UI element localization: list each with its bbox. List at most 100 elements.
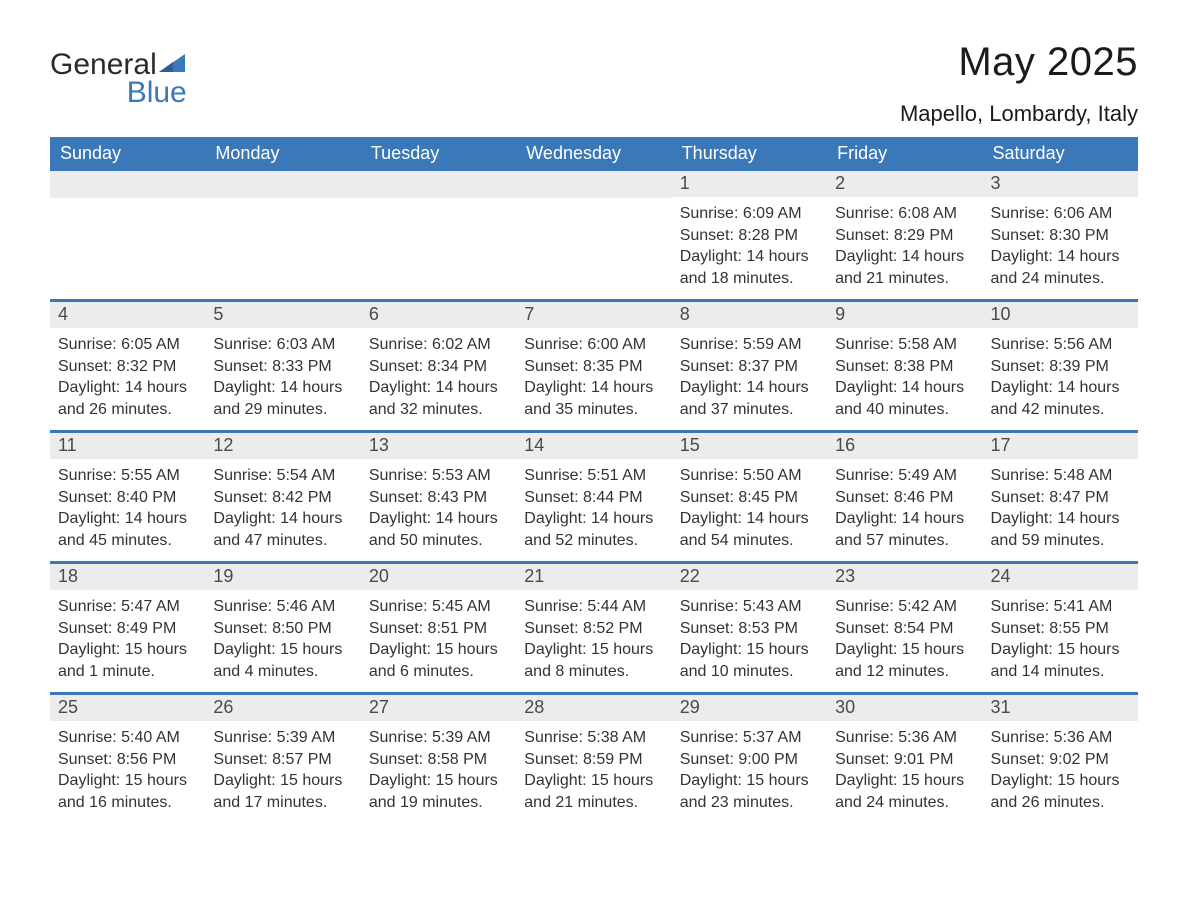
day-info-line: Sunrise: 5:51 AM <box>524 465 663 487</box>
day-info-line: and 12 minutes. <box>835 661 974 683</box>
day-body: Sunrise: 5:37 AMSunset: 9:00 PMDaylight:… <box>672 721 827 817</box>
day-info-line: Daylight: 14 hours <box>524 508 663 530</box>
calendar-cell: 11Sunrise: 5:55 AMSunset: 8:40 PMDayligh… <box>50 433 205 561</box>
day-info-line: Daylight: 15 hours <box>58 639 197 661</box>
calendar-cell: 20Sunrise: 5:45 AMSunset: 8:51 PMDayligh… <box>361 564 516 692</box>
day-info-line: and 24 minutes. <box>991 268 1130 290</box>
day-number: 11 <box>50 433 205 459</box>
day-info-line: Sunrise: 5:42 AM <box>835 596 974 618</box>
calendar-cell: 17Sunrise: 5:48 AMSunset: 8:47 PMDayligh… <box>983 433 1138 561</box>
day-number: 24 <box>983 564 1138 590</box>
day-info-line: and 10 minutes. <box>680 661 819 683</box>
day-info-line: Sunrise: 5:53 AM <box>369 465 508 487</box>
day-number: 6 <box>361 302 516 328</box>
calendar-cell: 7Sunrise: 6:00 AMSunset: 8:35 PMDaylight… <box>516 302 671 430</box>
day-info-line: and 57 minutes. <box>835 530 974 552</box>
day-info-line: and 14 minutes. <box>991 661 1130 683</box>
col-header-sunday: Sunday <box>50 137 205 171</box>
calendar-header-row: Sunday Monday Tuesday Wednesday Thursday… <box>50 137 1138 171</box>
day-number: 8 <box>672 302 827 328</box>
page-header: General Blue May 2025 Mapello, Lombardy,… <box>50 40 1138 127</box>
day-info-line: and 24 minutes. <box>835 792 974 814</box>
day-number: 23 <box>827 564 982 590</box>
day-info-line: Daylight: 14 hours <box>524 377 663 399</box>
location-label: Mapello, Lombardy, Italy <box>900 101 1138 127</box>
day-info-line: Sunrise: 5:36 AM <box>835 727 974 749</box>
col-header-thursday: Thursday <box>672 137 827 171</box>
day-info-line: Sunset: 8:34 PM <box>369 356 508 378</box>
day-body: Sunrise: 5:47 AMSunset: 8:49 PMDaylight:… <box>50 590 205 686</box>
calendar-week: 1Sunrise: 6:09 AMSunset: 8:28 PMDaylight… <box>50 171 1138 299</box>
day-number: 29 <box>672 695 827 721</box>
day-info-line: Daylight: 15 hours <box>524 770 663 792</box>
day-info-line: Daylight: 15 hours <box>58 770 197 792</box>
day-body <box>205 198 360 208</box>
day-info-line: Daylight: 15 hours <box>680 639 819 661</box>
day-info-line: Sunrise: 6:03 AM <box>213 334 352 356</box>
day-info-line: and 54 minutes. <box>680 530 819 552</box>
day-info-line: Daylight: 15 hours <box>369 770 508 792</box>
day-info-line: Sunrise: 5:40 AM <box>58 727 197 749</box>
day-number: 9 <box>827 302 982 328</box>
day-body: Sunrise: 5:39 AMSunset: 8:58 PMDaylight:… <box>361 721 516 817</box>
col-header-monday: Monday <box>205 137 360 171</box>
day-info-line: Daylight: 14 hours <box>58 377 197 399</box>
day-info-line: and 6 minutes. <box>369 661 508 683</box>
day-number: 20 <box>361 564 516 590</box>
calendar-cell: 14Sunrise: 5:51 AMSunset: 8:44 PMDayligh… <box>516 433 671 561</box>
calendar-cell: 26Sunrise: 5:39 AMSunset: 8:57 PMDayligh… <box>205 695 360 823</box>
day-info-line: Sunset: 8:44 PM <box>524 487 663 509</box>
day-info-line: Daylight: 15 hours <box>369 639 508 661</box>
day-info-line: and 23 minutes. <box>680 792 819 814</box>
calendar-cell: 25Sunrise: 5:40 AMSunset: 8:56 PMDayligh… <box>50 695 205 823</box>
day-info-line: Sunset: 8:47 PM <box>991 487 1130 509</box>
day-body: Sunrise: 6:08 AMSunset: 8:29 PMDaylight:… <box>827 197 982 293</box>
col-header-friday: Friday <box>827 137 982 171</box>
calendar-page: General Blue May 2025 Mapello, Lombardy,… <box>0 0 1188 843</box>
calendar-cell <box>50 171 205 299</box>
day-body: Sunrise: 6:06 AMSunset: 8:30 PMDaylight:… <box>983 197 1138 293</box>
day-number: 26 <box>205 695 360 721</box>
calendar-cell: 22Sunrise: 5:43 AMSunset: 8:53 PMDayligh… <box>672 564 827 692</box>
day-info-line: and 40 minutes. <box>835 399 974 421</box>
day-info-line: Sunset: 8:40 PM <box>58 487 197 509</box>
calendar-cell: 9Sunrise: 5:58 AMSunset: 8:38 PMDaylight… <box>827 302 982 430</box>
day-number: 7 <box>516 302 671 328</box>
day-info-line: Sunset: 8:43 PM <box>369 487 508 509</box>
day-info-line: and 1 minute. <box>58 661 197 683</box>
day-info-line: Daylight: 15 hours <box>213 639 352 661</box>
day-body: Sunrise: 5:58 AMSunset: 8:38 PMDaylight:… <box>827 328 982 424</box>
day-info-line: Sunrise: 6:05 AM <box>58 334 197 356</box>
day-info-line: Daylight: 14 hours <box>680 377 819 399</box>
day-info-line: Sunrise: 5:56 AM <box>991 334 1130 356</box>
calendar-week: 4Sunrise: 6:05 AMSunset: 8:32 PMDaylight… <box>50 299 1138 430</box>
month-title: May 2025 <box>900 40 1138 85</box>
day-number: 15 <box>672 433 827 459</box>
day-info-line: Sunrise: 5:59 AM <box>680 334 819 356</box>
day-info-line: Daylight: 15 hours <box>835 639 974 661</box>
day-body: Sunrise: 5:36 AMSunset: 9:01 PMDaylight:… <box>827 721 982 817</box>
day-info-line: Sunset: 9:00 PM <box>680 749 819 771</box>
day-info-line: Sunrise: 6:02 AM <box>369 334 508 356</box>
day-info-line: Sunset: 8:54 PM <box>835 618 974 640</box>
day-body: Sunrise: 5:41 AMSunset: 8:55 PMDaylight:… <box>983 590 1138 686</box>
day-body: Sunrise: 5:44 AMSunset: 8:52 PMDaylight:… <box>516 590 671 686</box>
day-number: 12 <box>205 433 360 459</box>
brand-text: General Blue <box>50 50 187 108</box>
day-body: Sunrise: 5:56 AMSunset: 8:39 PMDaylight:… <box>983 328 1138 424</box>
day-info-line: and 19 minutes. <box>369 792 508 814</box>
day-info-line: Sunset: 8:28 PM <box>680 225 819 247</box>
day-number: 21 <box>516 564 671 590</box>
day-info-line: Sunrise: 6:00 AM <box>524 334 663 356</box>
day-body: Sunrise: 5:54 AMSunset: 8:42 PMDaylight:… <box>205 459 360 555</box>
day-info-line: and 4 minutes. <box>213 661 352 683</box>
day-info-line: Sunset: 8:56 PM <box>58 749 197 771</box>
day-body: Sunrise: 5:46 AMSunset: 8:50 PMDaylight:… <box>205 590 360 686</box>
day-info-line: Daylight: 14 hours <box>680 246 819 268</box>
calendar-cell: 18Sunrise: 5:47 AMSunset: 8:49 PMDayligh… <box>50 564 205 692</box>
day-info-line: Sunrise: 5:39 AM <box>213 727 352 749</box>
day-info-line: Daylight: 14 hours <box>213 377 352 399</box>
day-number: 17 <box>983 433 1138 459</box>
day-number: 22 <box>672 564 827 590</box>
calendar-cell: 31Sunrise: 5:36 AMSunset: 9:02 PMDayligh… <box>983 695 1138 823</box>
